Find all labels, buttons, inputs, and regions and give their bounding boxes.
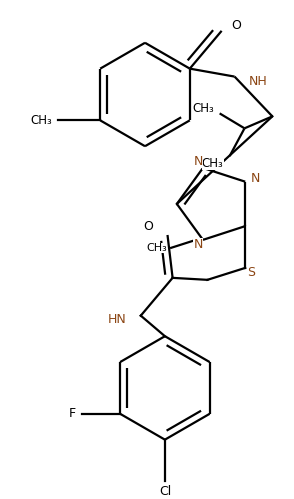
Text: N: N <box>250 172 260 185</box>
Text: CH₃: CH₃ <box>31 114 52 127</box>
Text: CH₃: CH₃ <box>202 157 224 170</box>
Text: S: S <box>247 266 255 279</box>
Text: F: F <box>69 407 76 420</box>
Text: HN: HN <box>108 313 127 326</box>
Text: NH: NH <box>248 75 267 88</box>
Text: Cl: Cl <box>159 485 171 498</box>
Text: O: O <box>232 19 241 32</box>
Text: N: N <box>193 155 203 168</box>
Text: O: O <box>143 220 153 233</box>
Text: CH₃: CH₃ <box>146 243 167 253</box>
Text: N: N <box>193 239 203 251</box>
Text: CH₃: CH₃ <box>192 102 214 115</box>
